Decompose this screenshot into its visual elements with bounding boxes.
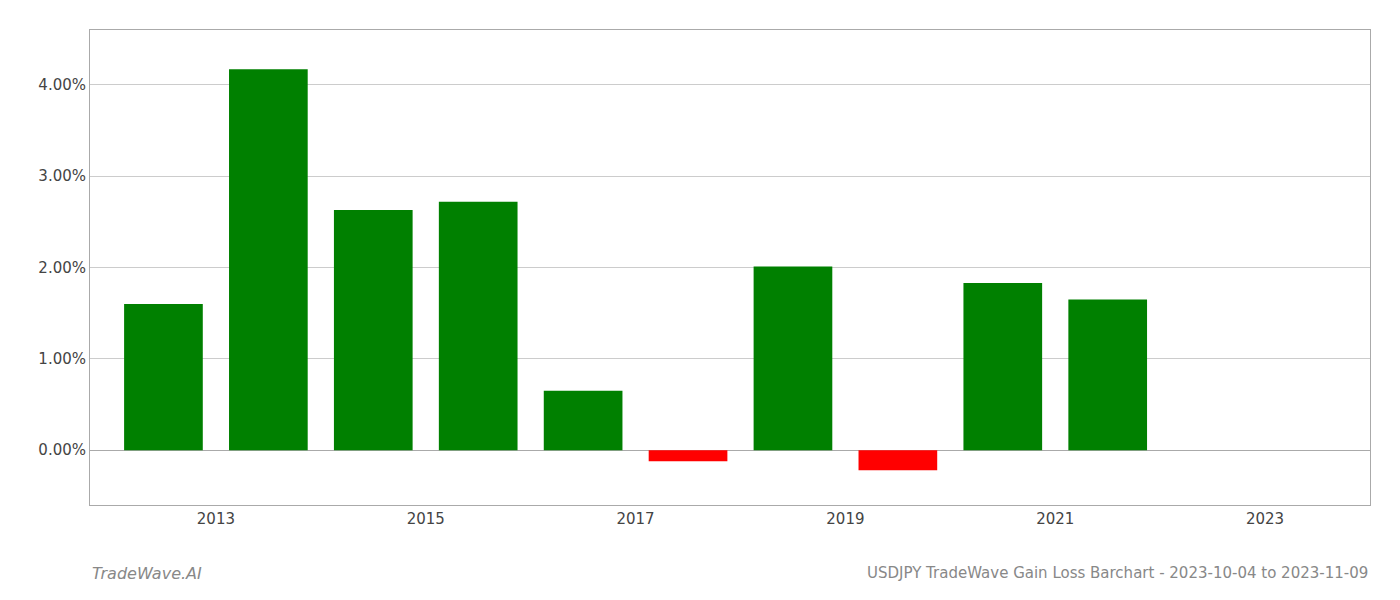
svg-text:0.00%: 0.00% — [38, 441, 86, 459]
svg-text:1.00%: 1.00% — [38, 350, 86, 368]
svg-text:2017: 2017 — [616, 510, 654, 528]
svg-text:2023: 2023 — [1246, 510, 1284, 528]
svg-text:2.00%: 2.00% — [38, 259, 86, 277]
svg-text:3.00%: 3.00% — [38, 167, 86, 185]
svg-text:2021: 2021 — [1036, 510, 1074, 528]
svg-text:TradeWave.AI: TradeWave.AI — [92, 564, 202, 583]
svg-text:USDJPY TradeWave Gain Loss Bar: USDJPY TradeWave Gain Loss Barchart - 20… — [867, 564, 1368, 582]
svg-text:2015: 2015 — [407, 510, 445, 528]
svg-text:2019: 2019 — [826, 510, 864, 528]
svg-text:2013: 2013 — [197, 510, 235, 528]
svg-text:4.00%: 4.00% — [38, 76, 86, 94]
